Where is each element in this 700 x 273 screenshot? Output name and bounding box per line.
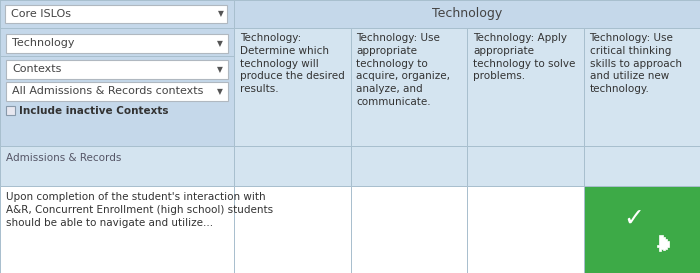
Bar	[6, 60, 228, 79]
Bar	[6, 106, 15, 115]
Bar	[584, 28, 700, 146]
Bar	[584, 146, 700, 186]
Bar	[234, 0, 700, 28]
Bar	[6, 82, 228, 101]
Text: Technology: Use
appropriate
technology to
acquire, organize,
analyze, and
commun: Technology: Use appropriate technology t…	[356, 33, 451, 107]
Bar	[6, 34, 228, 53]
Text: Admissions & Records: Admissions & Records	[6, 153, 121, 163]
Bar	[0, 146, 234, 186]
Text: ▼: ▼	[217, 87, 223, 96]
Bar	[351, 186, 467, 273]
Bar	[467, 146, 584, 186]
Text: Technology: Technology	[12, 38, 74, 49]
Text: Technology: Technology	[432, 7, 502, 20]
Text: ▼: ▼	[217, 65, 223, 74]
Bar	[0, 28, 234, 146]
Bar	[351, 146, 467, 186]
Bar	[234, 146, 351, 186]
Polygon shape	[657, 235, 668, 251]
Text: Include inactive Contexts: Include inactive Contexts	[19, 105, 169, 115]
Text: ✓: ✓	[623, 207, 644, 231]
Bar	[234, 186, 351, 273]
Text: Technology:
Determine which
technology will
produce the desired
results.: Technology: Determine which technology w…	[240, 33, 344, 94]
Text: ▼: ▼	[218, 10, 224, 19]
Text: ▼: ▼	[217, 39, 223, 48]
Bar	[351, 28, 467, 146]
Bar	[0, 186, 234, 273]
Bar	[5, 5, 227, 23]
Bar	[467, 186, 584, 273]
Text: Core ISLOs: Core ISLOs	[11, 9, 71, 19]
Text: All Admissions & Records contexts: All Admissions & Records contexts	[12, 87, 204, 96]
Text: Contexts: Contexts	[12, 64, 62, 75]
Bar	[467, 28, 584, 146]
Text: Upon completion of the student's interaction with
A&R, Concurrent Enrollment (hi: Upon completion of the student's interac…	[6, 192, 273, 228]
Bar	[234, 28, 351, 146]
Bar	[0, 0, 234, 28]
Bar	[584, 186, 700, 273]
Text: Technology: Use
critical thinking
skills to approach
and utilize new
technology.: Technology: Use critical thinking skills…	[589, 33, 682, 94]
Text: Technology: Apply
appropriate
technology to solve
problems.: Technology: Apply appropriate technology…	[473, 33, 575, 81]
